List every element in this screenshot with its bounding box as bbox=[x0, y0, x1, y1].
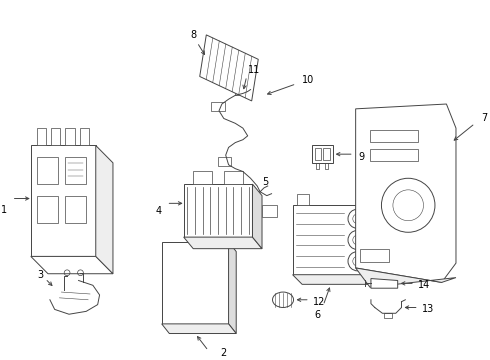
Polygon shape bbox=[356, 268, 456, 287]
Bar bbox=[162, 242, 228, 324]
Text: 9: 9 bbox=[358, 152, 365, 162]
Text: 10: 10 bbox=[302, 75, 314, 85]
Polygon shape bbox=[228, 242, 236, 333]
Bar bbox=[315, 148, 321, 160]
Polygon shape bbox=[31, 256, 113, 274]
Bar bbox=[361, 249, 389, 262]
Bar bbox=[297, 194, 309, 205]
Text: 1: 1 bbox=[1, 205, 7, 215]
Bar bbox=[51, 128, 60, 145]
Bar bbox=[384, 313, 392, 318]
Text: 11: 11 bbox=[248, 65, 261, 75]
Text: 14: 14 bbox=[418, 280, 431, 290]
Bar bbox=[184, 184, 252, 237]
Bar bbox=[370, 149, 418, 161]
Ellipse shape bbox=[272, 292, 294, 307]
Text: 8: 8 bbox=[190, 30, 196, 40]
Polygon shape bbox=[252, 184, 262, 249]
Polygon shape bbox=[356, 104, 456, 282]
Bar bbox=[224, 171, 243, 184]
Polygon shape bbox=[371, 279, 398, 288]
Polygon shape bbox=[369, 205, 379, 284]
Text: 12: 12 bbox=[313, 297, 325, 307]
Bar bbox=[31, 145, 96, 256]
Bar bbox=[37, 195, 57, 222]
Bar bbox=[312, 145, 333, 163]
Text: 2: 2 bbox=[220, 348, 227, 358]
Bar bbox=[37, 157, 57, 184]
Bar bbox=[65, 128, 75, 145]
Text: 5: 5 bbox=[262, 177, 268, 187]
Bar bbox=[65, 157, 86, 184]
Polygon shape bbox=[96, 145, 113, 274]
Bar bbox=[37, 128, 46, 145]
Text: 4: 4 bbox=[156, 206, 162, 216]
Text: 7: 7 bbox=[482, 113, 488, 123]
Bar bbox=[211, 102, 225, 111]
Bar bbox=[193, 171, 212, 184]
Text: 6: 6 bbox=[315, 310, 320, 320]
Text: 3: 3 bbox=[37, 270, 44, 280]
Polygon shape bbox=[293, 275, 379, 284]
Bar bbox=[235, 87, 248, 95]
Bar bbox=[323, 148, 330, 160]
Polygon shape bbox=[200, 35, 258, 101]
Bar bbox=[65, 195, 86, 222]
Bar bbox=[370, 130, 418, 141]
Polygon shape bbox=[162, 324, 236, 333]
Bar bbox=[262, 205, 277, 217]
Bar bbox=[79, 128, 89, 145]
Text: 13: 13 bbox=[422, 305, 435, 314]
Bar bbox=[293, 205, 369, 275]
Bar bbox=[218, 157, 231, 166]
Polygon shape bbox=[184, 237, 262, 249]
